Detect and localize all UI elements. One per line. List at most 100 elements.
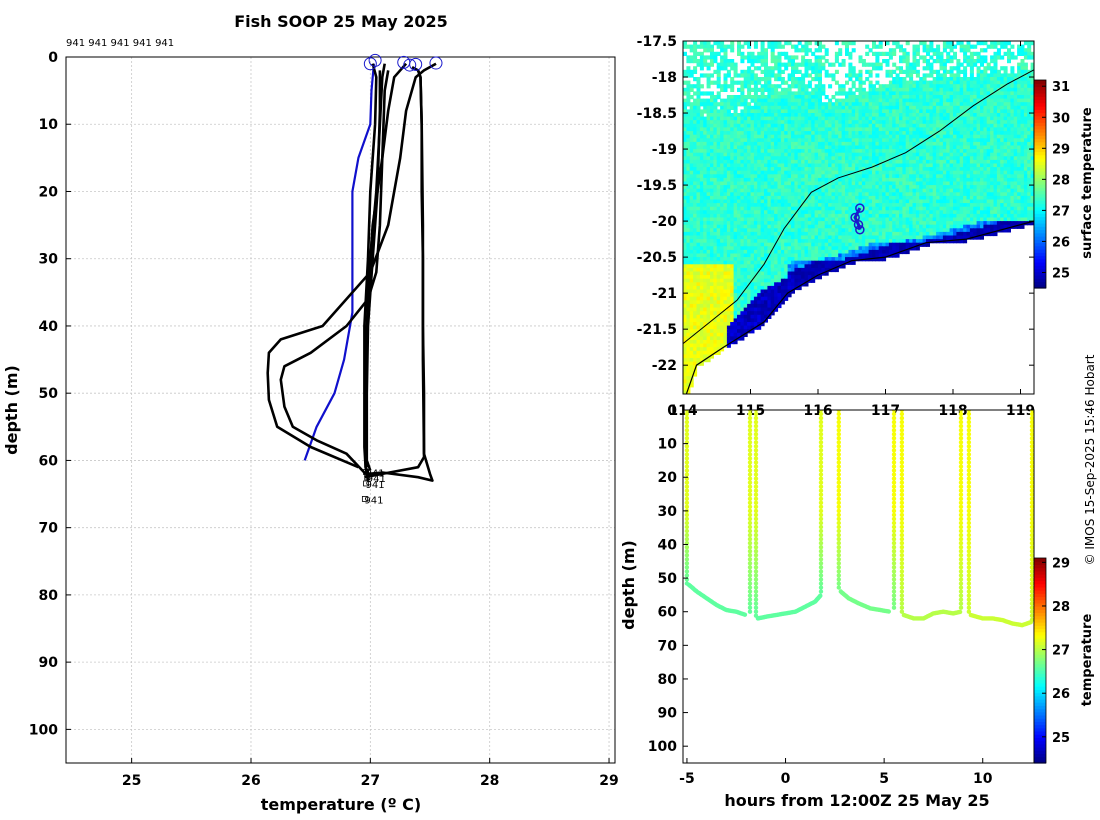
sst-cell bbox=[936, 109, 941, 114]
end-marker bbox=[363, 480, 369, 487]
sst-cell bbox=[713, 41, 718, 46]
sst-cell bbox=[1013, 98, 1018, 103]
sst-cell bbox=[983, 105, 988, 110]
sst-cell bbox=[885, 102, 890, 107]
sst-cell bbox=[939, 102, 944, 107]
sst-cell bbox=[885, 152, 890, 157]
sst-cell bbox=[730, 127, 735, 132]
sst-cell bbox=[848, 69, 853, 74]
sst-cell bbox=[737, 156, 741, 161]
sst-cell bbox=[959, 195, 964, 201]
sst-cell bbox=[1017, 145, 1022, 150]
sst-cell bbox=[912, 123, 917, 128]
sst-cell bbox=[858, 163, 863, 168]
sst-cell bbox=[824, 167, 829, 172]
sst-cell bbox=[683, 109, 687, 114]
sst-cell bbox=[699, 131, 704, 136]
sst-cell bbox=[723, 77, 728, 82]
sst-cell bbox=[1013, 163, 1018, 168]
sst-cell bbox=[983, 217, 988, 222]
sst-cell bbox=[1007, 181, 1011, 186]
sst-cell bbox=[976, 185, 981, 190]
sst-cell bbox=[1020, 127, 1025, 132]
sst-cell bbox=[794, 163, 799, 168]
sst-cell bbox=[770, 163, 775, 168]
sst-cell bbox=[986, 185, 991, 190]
sst-cell bbox=[861, 109, 866, 114]
sst-cell bbox=[926, 127, 930, 132]
sst-cell bbox=[737, 44, 741, 49]
sst-cell bbox=[764, 55, 768, 60]
sst-cell bbox=[942, 170, 947, 175]
sst-cell bbox=[845, 181, 849, 186]
sst-cell bbox=[1000, 170, 1005, 175]
sst-cell bbox=[787, 73, 792, 78]
sst-cell bbox=[872, 174, 876, 179]
sst-cell bbox=[706, 131, 711, 136]
sst-cell bbox=[861, 159, 866, 165]
sst-cell bbox=[821, 159, 826, 165]
sst-cell bbox=[1003, 163, 1008, 168]
sst-cell bbox=[1000, 213, 1005, 219]
sst-cell bbox=[784, 185, 789, 190]
sst-cell bbox=[986, 159, 991, 165]
sst-cell bbox=[726, 44, 731, 49]
sst-cell bbox=[750, 185, 755, 190]
sst-cell bbox=[811, 116, 816, 121]
sst-cell bbox=[1023, 77, 1028, 82]
sst-cell bbox=[888, 48, 893, 53]
sst-cell bbox=[1027, 221, 1032, 226]
sst-cell bbox=[946, 156, 951, 161]
sst-cell bbox=[774, 123, 779, 128]
sst-cell bbox=[1030, 206, 1034, 211]
sst-cell bbox=[774, 210, 779, 215]
sst-cell bbox=[723, 48, 728, 53]
sst-cell bbox=[696, 213, 701, 219]
y-tick-label: 20 bbox=[39, 184, 59, 200]
sst-cell bbox=[821, 141, 826, 147]
sst-cell bbox=[757, 167, 762, 172]
sst-cell bbox=[875, 181, 880, 186]
sst-cell bbox=[946, 145, 951, 150]
sst-cell bbox=[848, 120, 853, 125]
sst-cell bbox=[899, 159, 903, 165]
sst-cell bbox=[848, 159, 853, 165]
sst-cell bbox=[824, 156, 829, 161]
sst-cell bbox=[760, 98, 765, 103]
sst-cell bbox=[689, 138, 694, 143]
sst-cell bbox=[757, 206, 762, 211]
sst-cell bbox=[801, 221, 806, 226]
sst-cell bbox=[689, 131, 694, 136]
sst-cell bbox=[740, 55, 745, 60]
sst-cell bbox=[942, 224, 947, 229]
sst-cell bbox=[993, 152, 998, 157]
sst-cell bbox=[963, 156, 968, 161]
sst-cell bbox=[689, 167, 694, 172]
map-panel: 114115116117118119 -17.5-18-18.5-19-19.5… bbox=[637, 34, 1095, 419]
sst-cell bbox=[939, 113, 944, 118]
sst-cell bbox=[716, 213, 721, 219]
sst-cell bbox=[1000, 167, 1005, 172]
sst-cell bbox=[966, 123, 971, 128]
sst-cell bbox=[902, 224, 907, 229]
sst-cell bbox=[1003, 159, 1008, 165]
sst-cell bbox=[770, 51, 775, 56]
sst-cell bbox=[888, 102, 893, 107]
sst-cell bbox=[861, 177, 866, 183]
sst-cell bbox=[939, 109, 944, 114]
sst-cell bbox=[915, 95, 920, 100]
sst-cell bbox=[986, 134, 991, 139]
sst-cell bbox=[689, 141, 694, 147]
sst-cell bbox=[794, 138, 799, 143]
sst-cell bbox=[804, 206, 809, 211]
sst-cell bbox=[780, 170, 785, 175]
sst-cell bbox=[993, 41, 998, 46]
sst-cell bbox=[794, 145, 799, 150]
sst-cell bbox=[983, 48, 988, 53]
sst-cell bbox=[919, 210, 924, 215]
sst-cell bbox=[764, 138, 768, 143]
sst-cell bbox=[831, 127, 836, 132]
sst-cell bbox=[959, 105, 964, 110]
sst-cell bbox=[858, 188, 863, 193]
sst-cell bbox=[966, 167, 971, 172]
